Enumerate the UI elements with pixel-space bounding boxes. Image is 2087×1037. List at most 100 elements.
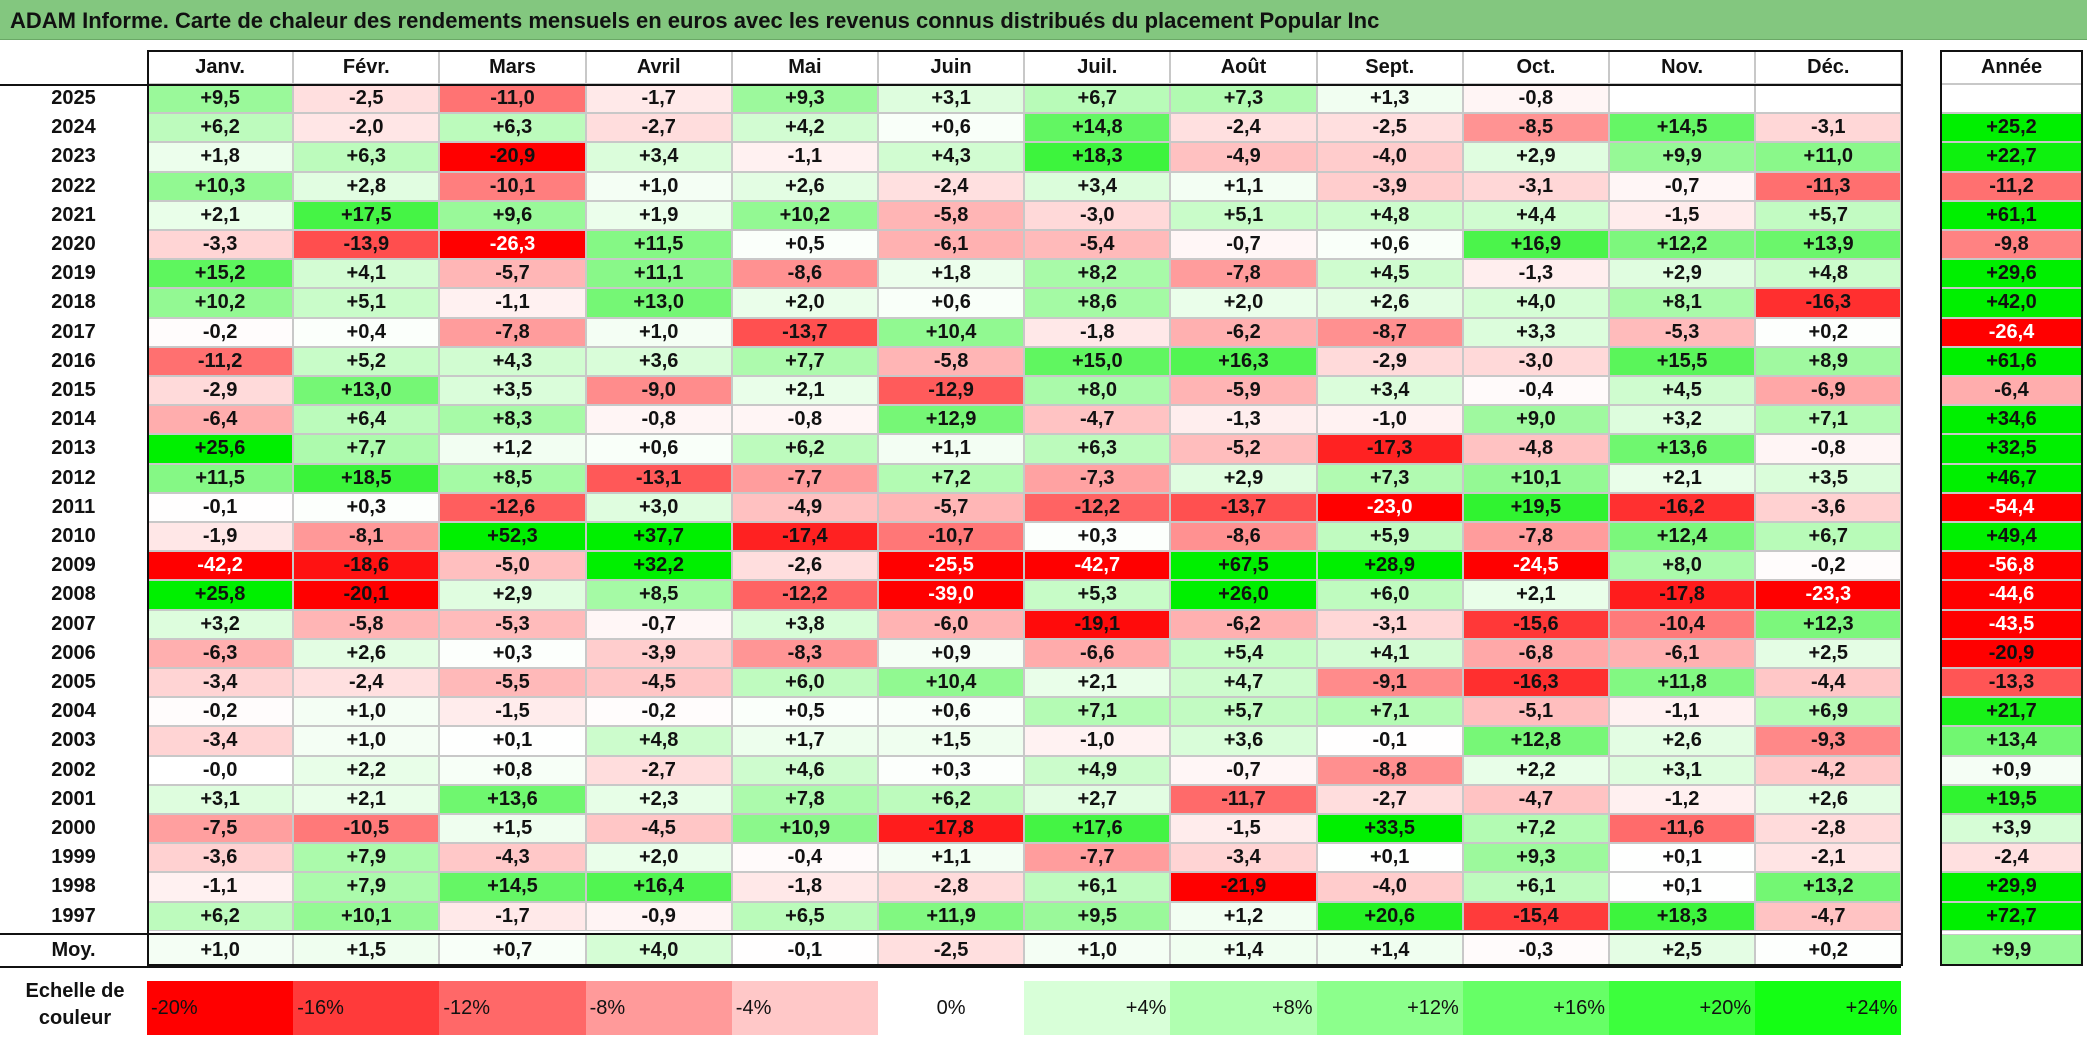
heatmap-cell: -12,2: [731, 580, 878, 610]
average-cell: -2,5: [878, 934, 1025, 966]
heatmap-cell: +3,5: [439, 376, 586, 406]
heatmap-cell: +13,6: [1609, 434, 1756, 464]
row-year-label: 1999: [51, 846, 96, 869]
heatmap-cell: +14,8: [1024, 113, 1171, 143]
heatmap-cell: -17,8: [1609, 580, 1756, 610]
heatmap-cell: +9,3: [1462, 843, 1609, 873]
heatmap-cell: -0,2: [147, 697, 294, 727]
heatmap-cell: +12,2: [1609, 230, 1756, 260]
row-year-label: 2013: [51, 437, 96, 460]
heatmap-cell: +11,5: [585, 230, 732, 260]
heatmap-cell: +16,3: [1170, 346, 1317, 376]
heatmap-cell: -6,9: [1755, 376, 1902, 406]
heatmap-cell: +1,0: [585, 317, 732, 347]
heatmap-cell: +9,9: [1609, 142, 1756, 172]
row-year-label: 2015: [51, 379, 96, 402]
heatmap-cell: +10,1: [1462, 463, 1609, 493]
heatmap-cell: +16,4: [585, 872, 732, 902]
heatmap-cell: -25,5: [878, 551, 1025, 581]
heatmap-cell: +6,2: [878, 784, 1025, 814]
heatmap-cell: +4,7: [1170, 668, 1317, 698]
heatmap-cell: -1,8: [731, 872, 878, 902]
heatmap-cell: +15,0: [1024, 346, 1171, 376]
heatmap-cell: +0,4: [293, 317, 440, 347]
heatmap-cell: -2,1: [1755, 843, 1902, 873]
heatmap-cell: -5,0: [439, 551, 586, 581]
heatmap-cell: +0,1: [439, 726, 586, 756]
heatmap-cell: -0,9: [585, 901, 732, 931]
heatmap-cell: +4,4: [1462, 200, 1609, 230]
heatmap-cell: -4,7: [1024, 405, 1171, 435]
heatmap-cell: -1,0: [1316, 405, 1463, 435]
heatmap-cell: +8,3: [439, 405, 586, 435]
heatmap-cell: -2,4: [293, 668, 440, 698]
heatmap-cell: +0,6: [878, 697, 1025, 727]
heatmap-cell: +6,7: [1024, 84, 1171, 114]
heatmap-cell: +0,3: [1024, 522, 1171, 552]
heatmap-cell: +28,9: [1316, 551, 1463, 581]
heatmap-cell: -3,0: [1024, 200, 1171, 230]
row-year-label: 2012: [51, 466, 96, 489]
heatmap-cell: +2,9: [1170, 463, 1317, 493]
heatmap-cell: -20,9: [439, 142, 586, 172]
heatmap-cell: +7,9: [293, 843, 440, 873]
heatmap-cell: -0,7: [1170, 230, 1317, 260]
heatmap-cell: +0,3: [439, 638, 586, 668]
average-cell: +2,5: [1609, 934, 1756, 966]
heatmap-cell: +4,0: [1462, 288, 1609, 318]
average-cell: -0,3: [1462, 934, 1609, 966]
color-scale-swatch: +20%: [1609, 981, 1756, 1035]
heatmap-cell: -4,9: [731, 492, 878, 522]
heatmap-cell: +10,2: [147, 288, 294, 318]
average-separator: [0, 932, 1902, 935]
heatmap-cell: +6,3: [439, 113, 586, 143]
heatmap-cell: +1,1: [878, 434, 1025, 464]
heatmap-cell: -3,1: [1316, 609, 1463, 639]
heatmap-cell: -3,1: [1755, 113, 1902, 143]
heatmap-cell: +25,8: [147, 580, 294, 610]
heatmap-cell: -9,1: [1316, 668, 1463, 698]
row-year-label: 2025: [51, 87, 96, 110]
heatmap-cell: +1,0: [293, 726, 440, 756]
heatmap-cell: +8,0: [1024, 376, 1171, 406]
heatmap-cell: +7,8: [731, 784, 878, 814]
row-year-label: 2002: [51, 758, 96, 781]
heatmap-cell: -1,9: [147, 522, 294, 552]
heatmap-cell: +7,3: [1170, 84, 1317, 114]
annual-cell: +32,5: [1940, 434, 2083, 464]
heatmap-cell: -5,7: [439, 259, 586, 289]
column-header: Juin: [878, 50, 1025, 84]
heatmap-cell: -12,2: [1024, 492, 1171, 522]
heatmap-cell: -20,1: [293, 580, 440, 610]
heatmap-cell: -2,4: [878, 171, 1025, 201]
heatmap-cell: +3,3: [1462, 317, 1609, 347]
heatmap-cell: +1,9: [585, 200, 732, 230]
color-scale-swatch: +4%: [1024, 981, 1171, 1035]
heatmap-cell: +4,6: [731, 755, 878, 785]
heatmap-cell: -19,1: [1024, 609, 1171, 639]
heatmap-cell: +1,8: [147, 142, 294, 172]
average-cell: +4,0: [585, 934, 732, 966]
heatmap-cell: +6,0: [1316, 580, 1463, 610]
heatmap-cell: +2,2: [293, 755, 440, 785]
heatmap-cell: +4,1: [293, 259, 440, 289]
heatmap-cell: +2,6: [1316, 288, 1463, 318]
heatmap-cell: -4,7: [1755, 901, 1902, 931]
heatmap-cell: -3,4: [147, 668, 294, 698]
heatmap-cell: +2,1: [147, 200, 294, 230]
heatmap-cell: +0,5: [731, 230, 878, 260]
row-year-label: 2021: [51, 203, 96, 226]
heatmap-cell: +9,6: [439, 200, 586, 230]
heatmap-cell: -1,1: [439, 288, 586, 318]
heatmap-cell: +0,1: [1609, 872, 1756, 902]
heatmap-cell: -0,2: [1755, 551, 1902, 581]
heatmap-cell: +1,3: [1316, 84, 1463, 114]
annual-cell: +25,2: [1940, 113, 2083, 143]
annual-cell: +49,4: [1940, 522, 2083, 552]
heatmap-cell: +7,1: [1024, 697, 1171, 727]
heatmap-cell: -0,8: [585, 405, 732, 435]
column-header: Nov.: [1609, 50, 1756, 84]
heatmap-cell: -1,0: [1024, 726, 1171, 756]
row-year-label: 2003: [51, 729, 96, 752]
